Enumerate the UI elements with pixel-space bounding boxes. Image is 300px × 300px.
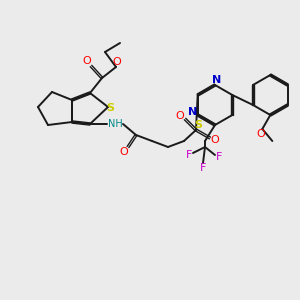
Text: S: S	[106, 103, 114, 113]
Text: NH: NH	[108, 119, 122, 129]
Text: F: F	[216, 152, 222, 162]
Text: O: O	[176, 111, 184, 121]
Text: O: O	[120, 147, 128, 157]
Text: O: O	[82, 56, 91, 66]
Text: O: O	[211, 135, 219, 145]
Text: F: F	[200, 163, 206, 173]
Text: O: O	[112, 57, 122, 67]
Text: N: N	[188, 107, 197, 117]
Text: S: S	[194, 120, 202, 130]
Text: N: N	[212, 75, 222, 85]
Text: O: O	[256, 129, 265, 139]
Text: F: F	[186, 150, 192, 160]
